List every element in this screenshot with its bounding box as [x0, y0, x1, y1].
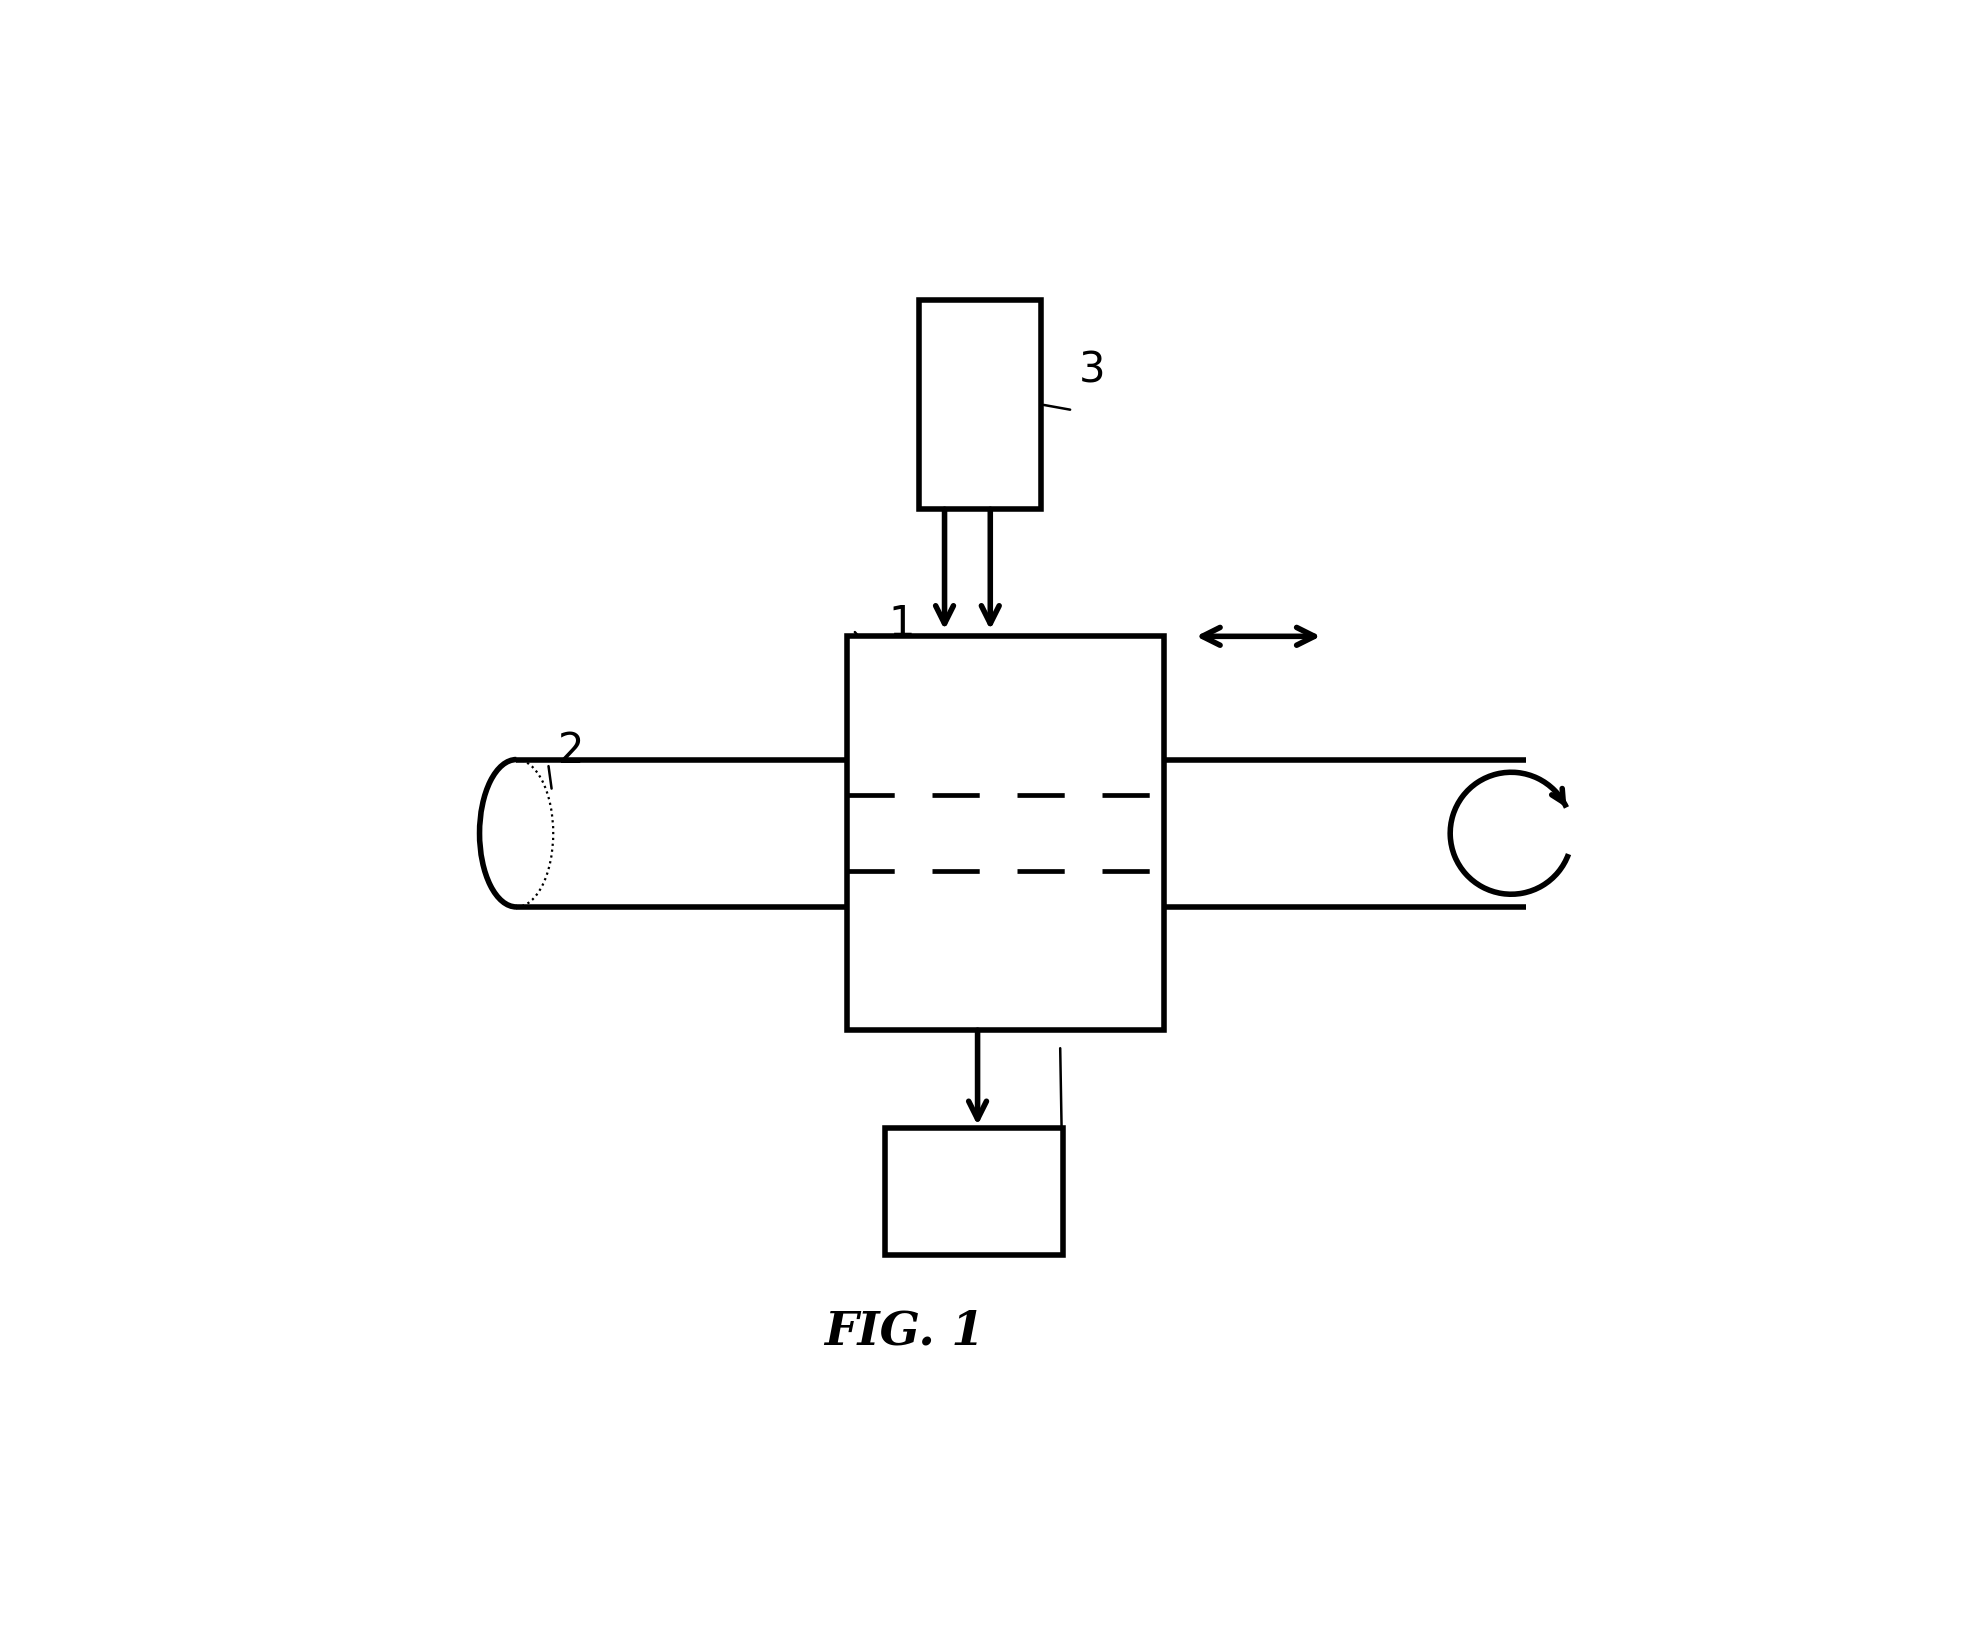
- Text: 4: 4: [1067, 985, 1093, 1026]
- Text: 2: 2: [559, 731, 585, 772]
- Bar: [885, 1129, 1063, 1256]
- Bar: [918, 300, 1042, 510]
- FancyArrowPatch shape: [981, 510, 999, 624]
- Text: 3: 3: [1079, 350, 1107, 391]
- Text: 1: 1: [889, 604, 914, 645]
- Bar: [848, 637, 1163, 1030]
- FancyArrowPatch shape: [1552, 789, 1564, 802]
- FancyArrowPatch shape: [969, 1030, 987, 1119]
- FancyArrowPatch shape: [936, 510, 954, 624]
- Text: FIG. 1: FIG. 1: [824, 1308, 985, 1355]
- FancyArrowPatch shape: [1203, 627, 1315, 645]
